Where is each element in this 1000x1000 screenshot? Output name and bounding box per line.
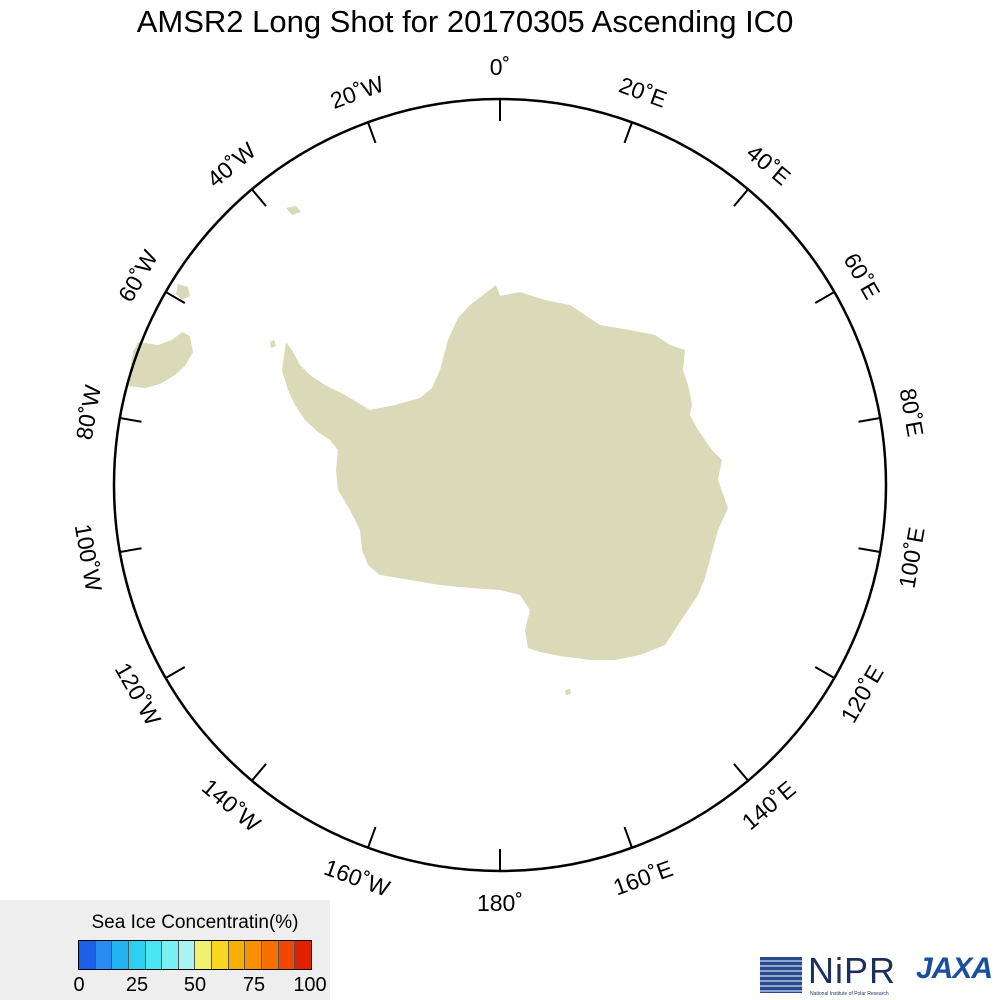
legend-tick-label: 75: [242, 974, 266, 996]
legend-color-swatch: [278, 941, 296, 969]
legend-tick-label: 0: [73, 974, 85, 996]
longitude-tick: [733, 188, 749, 207]
legend-color-swatch: [162, 941, 179, 969]
longitude-tick: [119, 547, 142, 554]
falkland-islands: [176, 284, 190, 300]
jaxa-logo-name: JAXA: [916, 952, 993, 985]
south-georgia: [286, 206, 301, 215]
legend-color-swatch: [112, 941, 129, 969]
south-orkney: [270, 340, 276, 348]
balleny-islands: [565, 689, 571, 695]
longitude-tick: [814, 666, 835, 679]
longitude-label: 160˚W: [321, 854, 394, 902]
legend-title: Sea Ice Concentratin(%): [91, 912, 299, 933]
longitude-label: 140˚E: [737, 776, 801, 835]
south-america-tip: [128, 332, 193, 388]
longitude-label: 180˚: [477, 890, 523, 916]
longitude-label: 40˚E: [742, 139, 796, 190]
longitude-label: 0˚: [490, 54, 510, 80]
legend-color-swatch: [79, 941, 96, 969]
nipr-logo-name: NiPR: [808, 950, 897, 991]
longitude-tick: [623, 826, 633, 849]
longitude-tick: [858, 416, 881, 423]
longitude-label: 100˚W: [70, 522, 107, 594]
legend-color-swatch: [212, 941, 229, 969]
legend-tick-label: 100: [293, 974, 327, 996]
longitude-tick: [165, 291, 186, 304]
legend-color-swatch: [245, 941, 263, 969]
longitude-label: 40˚W: [202, 137, 261, 192]
jaxa-logo: JAXA: [914, 952, 1000, 1000]
longitude-tick: [367, 826, 377, 849]
antarctica-continent: [282, 285, 728, 660]
longitude-label: 60˚E: [839, 248, 886, 303]
longitude-label: 80˚W: [71, 383, 106, 442]
legend-color-swatch: [178, 941, 196, 969]
antarctica-landmass: [128, 206, 728, 695]
longitude-label: 120˚W: [110, 658, 167, 730]
legend-color-swatch: [262, 941, 279, 969]
longitude-label: 120˚E: [835, 661, 888, 727]
legend-color-swatch: [95, 941, 113, 969]
legend-tick-label: 50: [183, 974, 207, 996]
longitude-label: 100˚E: [894, 525, 930, 590]
legend-color-swatch: [128, 941, 146, 969]
legend-color-swatch: [195, 941, 213, 969]
legend-color-swatch: [145, 941, 163, 969]
legend-color-bar: [78, 940, 312, 970]
longitude-ticks: [119, 99, 881, 871]
legend-tick-label: 25: [125, 974, 149, 996]
longitude-tick: [251, 763, 267, 782]
longitude-label: 20˚E: [616, 72, 671, 113]
longitude-tick: [858, 547, 881, 554]
longitude-label: 20˚W: [327, 70, 388, 113]
nipr-emblem-icon: [760, 957, 802, 993]
longitude-tick: [367, 121, 377, 144]
longitude-tick: [733, 763, 749, 782]
longitude-tick: [623, 121, 633, 144]
longitude-tick: [119, 416, 142, 423]
legend-color-swatch: [228, 941, 246, 969]
legend-color-swatch: [295, 941, 311, 969]
map-title: AMSR2 Long Shot for 20170305 Ascending I…: [136, 4, 794, 39]
longitude-tick: [814, 291, 835, 304]
longitude-tick: [251, 188, 267, 207]
longitude-label: 160˚E: [610, 855, 677, 900]
longitude-tick: [165, 666, 186, 679]
nipr-logo: NiPR National Institute of Polar Researc…: [760, 951, 910, 1000]
longitude-label: 80˚E: [895, 386, 929, 438]
nipr-logo-subtitle: National Institute of Polar Research: [810, 991, 889, 997]
longitude-label: 60˚W: [113, 245, 163, 306]
